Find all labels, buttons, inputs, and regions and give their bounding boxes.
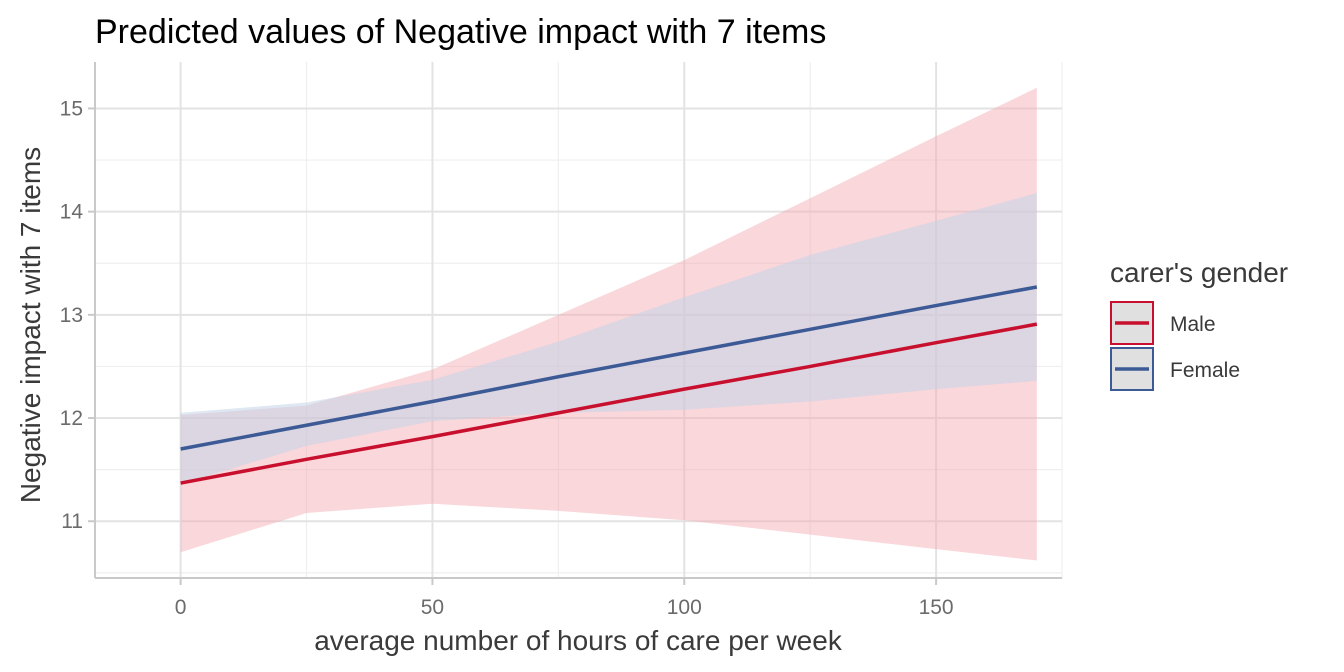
series-lines [180, 285, 1038, 485]
y-tick-label: 14 [60, 201, 84, 224]
y-tick-label: 15 [60, 97, 83, 120]
confidence-ribbons [180, 87, 1037, 561]
legend-label-female: Female [1170, 359, 1240, 382]
ribbon-female [180, 193, 1037, 485]
legend-title: carer's gender [1110, 257, 1288, 288]
x-axis-title: average number of hours of care per week [314, 625, 843, 656]
y-axis-title: Negative impact with 7 items [15, 147, 46, 503]
axes [88, 62, 1062, 585]
series-line-female [180, 285, 1038, 451]
series-line-male [180, 322, 1038, 485]
y-tick-labels: 11 12 13 14 15 [60, 97, 84, 533]
x-tick-label: 100 [667, 596, 702, 619]
x-tick-label: 0 [175, 596, 187, 619]
y-tick-label: 12 [60, 407, 83, 430]
x-tick-label: 150 [919, 596, 954, 619]
x-tick-labels: 0 50 100 150 [175, 596, 954, 619]
chart-title: Predicted values of Negative impact with… [95, 13, 826, 51]
legend-label-male: Male [1170, 313, 1216, 336]
x-tick-label: 50 [421, 596, 444, 619]
y-tick-label: 11 [61, 510, 83, 533]
legend: carer's gender Male Female [1110, 257, 1288, 391]
y-tick-label: 13 [60, 304, 83, 327]
